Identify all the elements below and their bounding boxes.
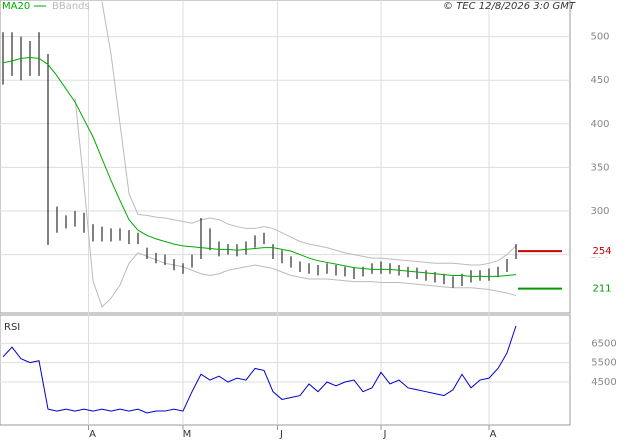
legend-bbands: BBands	[52, 1, 90, 12]
price-panel	[0, 0, 571, 314]
y-tick-label: 500	[590, 32, 609, 43]
rsi-tick-label: 4500	[591, 377, 616, 388]
legend-ma: MA20	[2, 1, 30, 12]
x-tick-label: M	[183, 429, 192, 440]
source: © TEC 12/8/2026 3:0 GMT	[443, 1, 576, 12]
y-tick-label: 300	[590, 206, 609, 217]
ma-line	[2, 57, 517, 277]
y-tick-label: 450	[590, 75, 609, 86]
y-tick-label: 400	[590, 119, 609, 130]
rsi-tick-label: 5500	[591, 358, 616, 369]
rsi-tick-label: 6500	[591, 338, 616, 349]
rsi-panel	[0, 314, 571, 426]
rsi-line	[2, 325, 517, 414]
x-tick-label: A	[89, 429, 96, 440]
level-bg	[586, 282, 610, 295]
band-lower	[74, 97, 517, 308]
rsi-label: RSI	[4, 322, 20, 333]
x-tick-label: A	[490, 429, 497, 440]
level-bg	[586, 245, 610, 258]
y-tick-label: 350	[590, 162, 609, 173]
level-label: 211	[592, 284, 611, 295]
band-upper	[101, 1, 517, 266]
x-tick-label: J	[279, 429, 283, 440]
level-label: 254	[592, 246, 611, 257]
x-tick-label: J	[383, 429, 387, 440]
